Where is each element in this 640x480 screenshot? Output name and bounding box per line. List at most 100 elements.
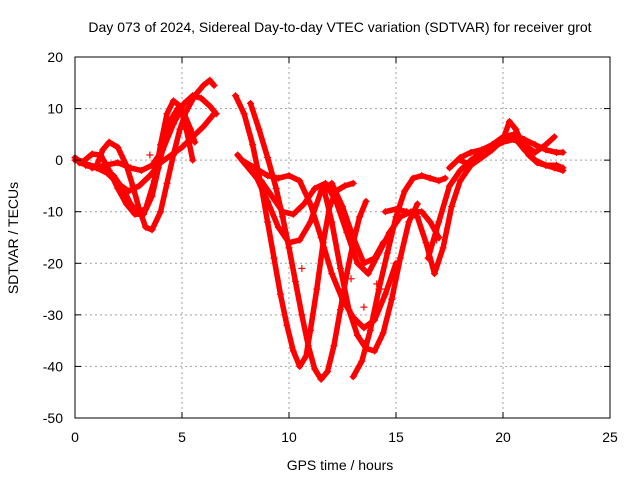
data-point <box>478 154 486 162</box>
series-11 <box>349 172 449 381</box>
data-point <box>291 277 299 285</box>
data-point <box>272 185 280 193</box>
data-point <box>311 185 319 193</box>
data-point <box>253 174 261 182</box>
y-tick-label: 20 <box>47 49 63 65</box>
scattered-points <box>146 151 441 345</box>
data-point <box>330 342 338 350</box>
data-point <box>531 156 539 164</box>
data-point <box>341 182 349 190</box>
scattered-point <box>373 280 381 288</box>
x-tick-label: 0 <box>71 429 79 445</box>
data-point <box>99 146 107 154</box>
data-point <box>418 172 426 180</box>
data-point <box>371 347 379 355</box>
data-point <box>364 270 372 278</box>
data-point <box>167 151 175 159</box>
series-15 <box>456 133 567 172</box>
data-point <box>178 143 186 151</box>
scattered-point <box>146 151 154 159</box>
y-tick-labels: -50 -40 -30 -20 -10 0 10 20 <box>43 49 63 426</box>
data-point <box>353 259 361 267</box>
data-point <box>232 92 239 100</box>
data-point <box>553 161 560 169</box>
data-point <box>246 99 254 107</box>
y-tick-label: 0 <box>55 152 63 168</box>
data-point <box>264 172 272 180</box>
data-point <box>289 210 297 218</box>
data-point <box>413 213 421 221</box>
data-point <box>82 161 90 169</box>
data-point <box>542 161 550 169</box>
data-point <box>180 99 188 107</box>
series-line <box>247 100 369 383</box>
data-point <box>317 234 325 241</box>
data-point <box>206 76 214 84</box>
data-point <box>336 306 344 314</box>
data-point <box>512 125 520 133</box>
data-point <box>413 200 421 208</box>
data-point <box>304 342 312 350</box>
data-point <box>510 133 518 141</box>
data-point <box>114 143 122 151</box>
data-point <box>328 179 336 187</box>
data-point <box>131 210 139 218</box>
data-point <box>542 146 550 154</box>
y-tick-label: -40 <box>43 358 63 374</box>
data-point <box>103 169 111 177</box>
data-point <box>264 218 272 226</box>
data-point <box>336 264 344 272</box>
data-point <box>101 161 109 169</box>
data-point <box>356 213 364 221</box>
data-point <box>343 228 351 236</box>
data-point <box>349 179 357 187</box>
data-point <box>92 164 100 172</box>
data-point <box>505 117 513 125</box>
data-point <box>520 136 528 144</box>
data-point <box>189 133 197 141</box>
y-tick-label: -20 <box>43 255 63 271</box>
data-point <box>392 213 400 221</box>
x-tick-labels: 0 5 10 15 20 25 <box>71 429 618 445</box>
data-point <box>187 125 195 133</box>
x-axis-label: GPS time / hours <box>287 457 394 473</box>
data-point <box>88 150 96 158</box>
data-point <box>289 347 297 355</box>
data-point <box>345 306 353 314</box>
scattered-point <box>362 337 370 345</box>
data-point <box>317 375 325 383</box>
series-4 <box>82 110 218 195</box>
data-point <box>349 373 357 381</box>
y-tick-label: -50 <box>43 410 63 426</box>
data-point <box>159 146 167 154</box>
data-point <box>210 81 218 89</box>
data-point <box>135 205 143 213</box>
data-point <box>396 254 404 262</box>
data-point <box>478 146 486 154</box>
x-tick-label: 25 <box>602 429 618 445</box>
data-point <box>146 172 154 180</box>
data-point <box>328 270 336 278</box>
data-point <box>240 110 248 118</box>
data-point <box>127 164 135 172</box>
data-series <box>71 76 567 383</box>
data-point <box>114 159 122 167</box>
data-point <box>439 244 447 252</box>
data-point <box>163 110 171 118</box>
data-point <box>296 236 304 244</box>
data-point <box>431 270 439 278</box>
data-point <box>360 324 368 332</box>
data-point <box>403 208 411 216</box>
data-point <box>189 92 197 100</box>
scattered-point <box>298 264 306 272</box>
data-point <box>441 174 449 182</box>
data-point <box>343 270 351 278</box>
series-3 <box>88 92 220 174</box>
scattered-point <box>347 275 355 283</box>
data-point <box>435 177 443 185</box>
data-point <box>553 148 560 156</box>
data-point <box>268 192 276 200</box>
data-point <box>169 97 177 105</box>
data-point <box>324 368 332 376</box>
